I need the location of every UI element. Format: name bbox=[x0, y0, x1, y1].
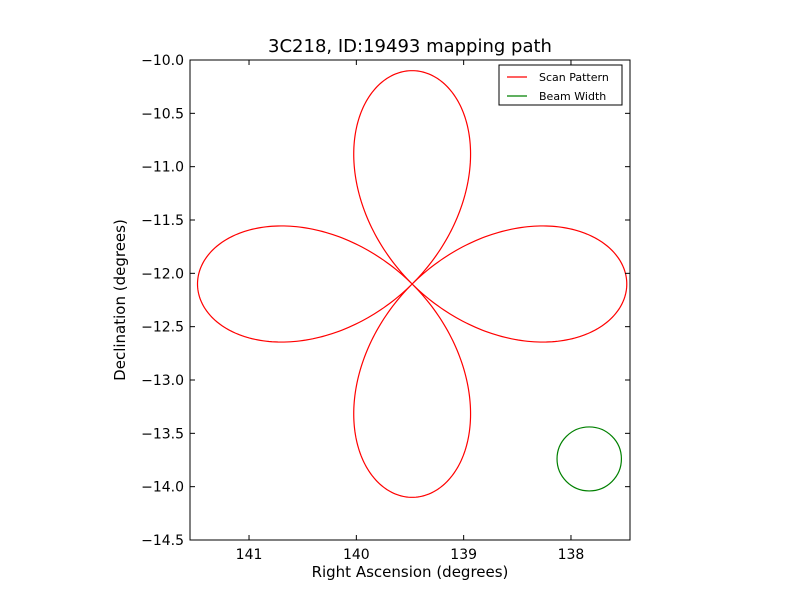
x-tick-label: 140 bbox=[343, 547, 370, 563]
x-tick-label: 141 bbox=[236, 547, 263, 563]
y-tick-label: −14.0 bbox=[141, 480, 184, 496]
y-tick-label: −10.0 bbox=[141, 53, 184, 69]
x-axis-label: Right Ascension (degrees) bbox=[312, 563, 509, 581]
legend-label: Beam Width bbox=[539, 90, 606, 103]
y-tick-label: −10.5 bbox=[141, 106, 184, 122]
y-tick-label: −12.5 bbox=[141, 320, 184, 336]
ticks-layer: 141 140 139 138 −10.0 −10.5 −11.0 −11.5 −12.0 −12… bbox=[141, 53, 630, 563]
y-tick-label: −11.0 bbox=[141, 160, 184, 176]
legend: Scan Pattern Beam Width bbox=[498, 64, 623, 106]
y-tick-label: −14.5 bbox=[141, 533, 184, 549]
plot-frame bbox=[189, 59, 631, 541]
y-tick-label: −13.0 bbox=[141, 373, 184, 389]
series-beam-width bbox=[556, 426, 623, 492]
chart-title: 3C218, ID:19493 mapping path bbox=[268, 36, 552, 57]
y-axis-label: Declination (degrees) bbox=[111, 219, 129, 381]
x-tick-label: 138 bbox=[558, 547, 585, 563]
series-scan-pattern bbox=[196, 70, 628, 498]
series-layer bbox=[196, 70, 628, 498]
legend-label: Scan Pattern bbox=[539, 71, 609, 84]
x-tick-label: 139 bbox=[450, 547, 477, 563]
y-tick-label: −11.5 bbox=[141, 213, 184, 229]
plot-area bbox=[190, 60, 630, 540]
legend-box bbox=[498, 64, 623, 106]
y-tick-label: −13.5 bbox=[141, 426, 184, 442]
y-tick-label: −12.0 bbox=[141, 266, 184, 282]
